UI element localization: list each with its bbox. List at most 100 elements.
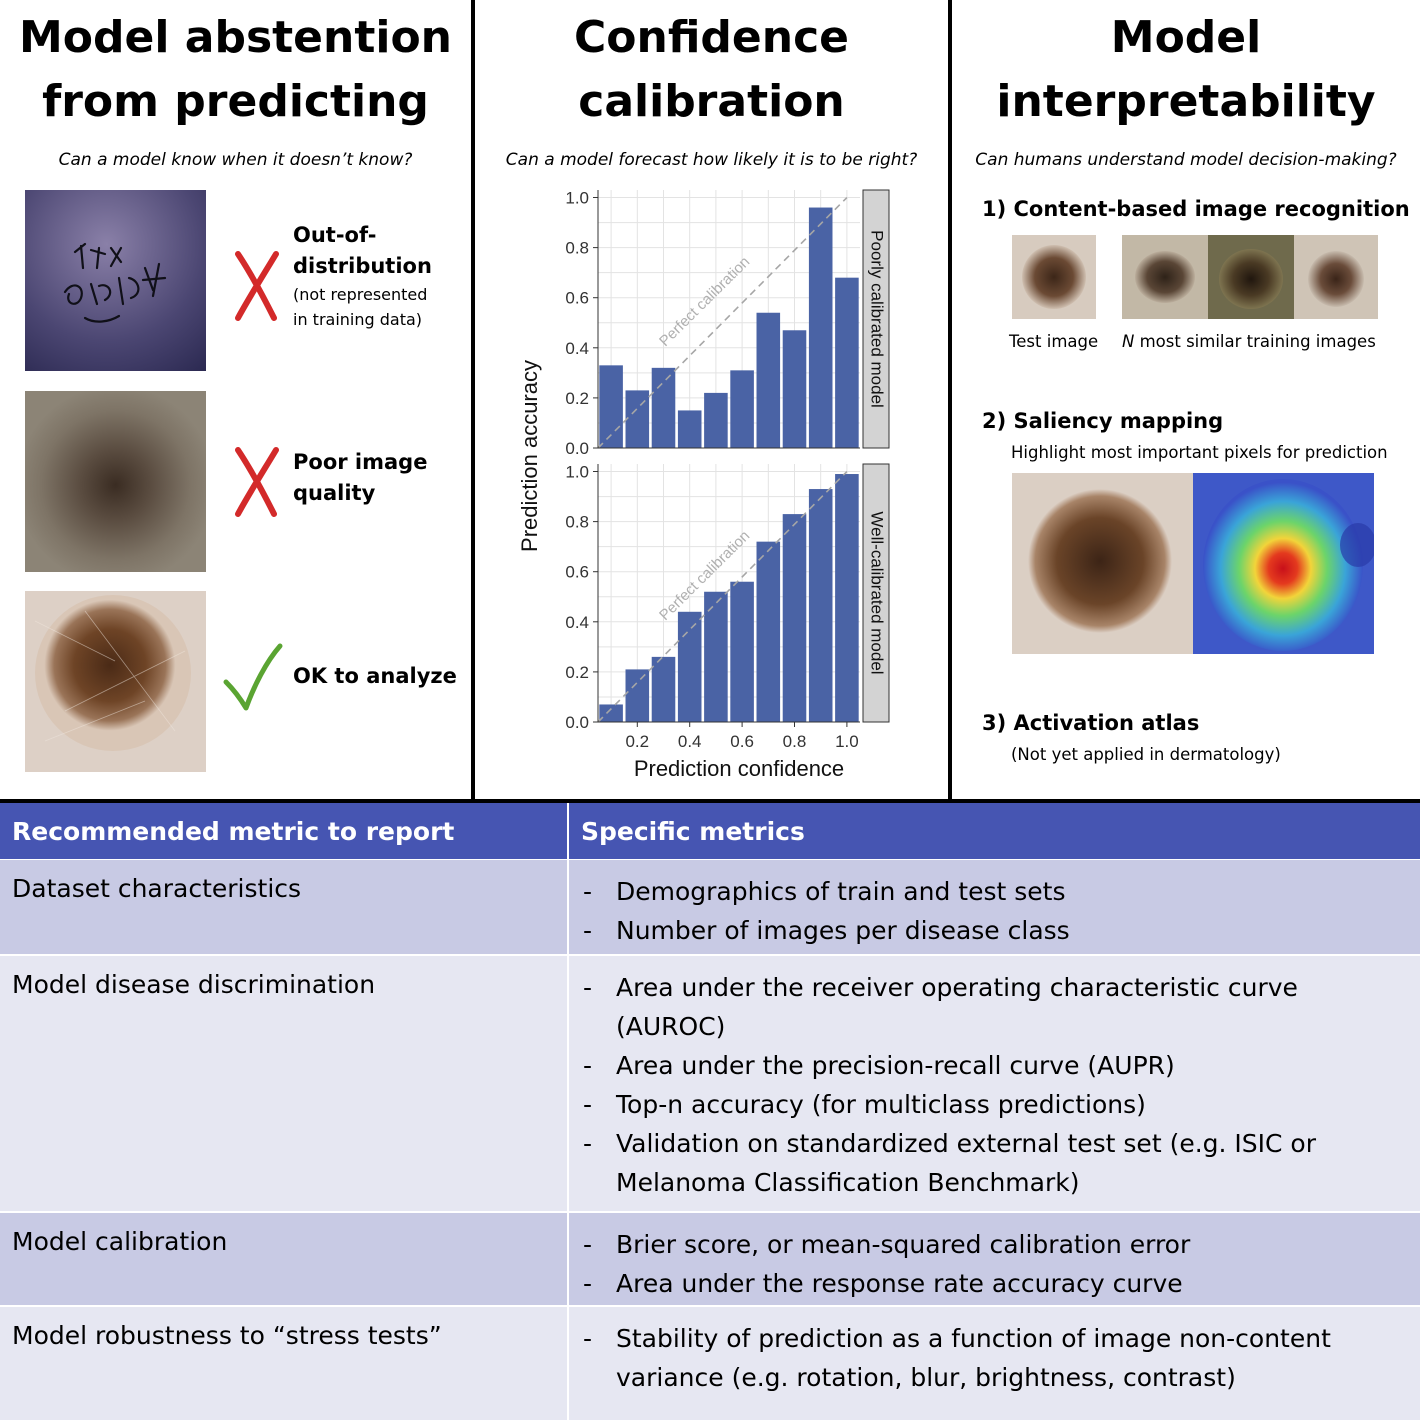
blurry-lesion-image — [25, 391, 206, 572]
x-tick-label: 0.2 — [625, 732, 649, 751]
detail-text: Area under the precision-recall curve (A… — [616, 1051, 1175, 1080]
detail-text: Brier score, or mean-squared calibration… — [616, 1230, 1191, 1259]
bar — [782, 514, 807, 722]
ood-label: Out-of- distribution (not represented in… — [293, 223, 432, 329]
detail-text: Area under the response rate accuracy cu… — [616, 1269, 1183, 1298]
bar — [835, 474, 859, 722]
metric-name: Model robustness to “stress tests” — [12, 1321, 442, 1350]
poor-quality-label: Poor image quality — [293, 450, 428, 505]
detail-text: Demographics of train and test sets — [616, 877, 1066, 906]
y-tick-label: 0.2 — [565, 389, 589, 408]
facet-label: Poorly calibrated model — [868, 230, 887, 408]
divider-1 — [471, 0, 475, 800]
table-row: Model robustness to “stress tests” - Stabi… — [0, 1307, 1420, 1420]
metric-name: Model calibration — [12, 1227, 228, 1256]
abstention-panel: Model abstention from predicting Can a m… — [0, 0, 471, 800]
clear-lesion-image — [25, 591, 206, 772]
cross-icon — [235, 447, 279, 517]
bullet-dash: - — [583, 1051, 593, 1080]
bar — [782, 330, 807, 448]
bar — [625, 669, 650, 722]
y-tick-label: 0.2 — [565, 663, 589, 682]
bar — [756, 541, 781, 722]
bar — [677, 611, 702, 722]
bullet-dash: - — [583, 1129, 593, 1158]
test-image — [1012, 235, 1096, 319]
bar — [651, 367, 676, 448]
detail-text: Top-n accuracy (for multiclass predictio… — [616, 1090, 1146, 1119]
facet-strip — [862, 189, 890, 449]
bar — [704, 392, 728, 448]
detail-text: Stability of prediction as a function of… — [616, 1324, 1331, 1392]
similar-image-2 — [1208, 235, 1294, 319]
similar-image-1 — [1122, 235, 1208, 319]
cross-icon — [235, 251, 279, 321]
calibration-chart: Perfect calibration0.00.20.40.60.81.0Poo… — [517, 189, 890, 781]
s3-description: (Not yet applied in dermatology) — [1011, 745, 1281, 764]
divider-horizontal — [0, 799, 1420, 803]
y-tick-label: 0.0 — [565, 713, 589, 732]
detail-text: Validation on standardized external test… — [616, 1129, 1316, 1197]
y-tick-label: 0.8 — [565, 513, 589, 532]
test-image-label: Test image — [1009, 332, 1099, 351]
perfect-calibration-line — [597, 196, 848, 449]
check-icon — [223, 643, 283, 711]
abstention-subtitle: Can a model know when it doesn’t know? — [58, 150, 413, 170]
bar — [651, 656, 676, 722]
table-header: Recommended metric to report Specific me… — [0, 803, 1420, 859]
metric-cell: Dataset characteristics — [0, 860, 567, 954]
bullet-dash: - — [583, 973, 593, 1002]
y-tick-label: 0.6 — [565, 289, 589, 308]
details-cell: - Stability of prediction as a function o… — [569, 1307, 1420, 1420]
interpretability-subtitle: Can humans understand model decision-mak… — [975, 150, 1397, 170]
x-axis-label: Prediction confidence — [634, 756, 844, 781]
bar — [625, 390, 650, 448]
details-cell: - Demographics of train and test sets - Num… — [569, 860, 1420, 954]
bullet-dash: - — [583, 916, 593, 945]
interpretability-panel: Model interpretability Can humans unders… — [952, 0, 1420, 800]
x-tick-label: 1.0 — [835, 732, 859, 751]
y-tick-label: 1.0 — [565, 463, 589, 482]
bar — [704, 591, 728, 722]
s3-heading: 3) Activation atlas — [982, 711, 1200, 735]
x-tick-label: 0.6 — [730, 732, 754, 751]
y-tick-label: 1.0 — [565, 189, 589, 208]
x-tick-label: 0.8 — [783, 732, 807, 751]
table-row: Dataset characteristics - Demographics of … — [0, 860, 1420, 954]
bar — [677, 410, 702, 448]
y-tick-label: 0.6 — [565, 563, 589, 582]
bullet-dash: - — [583, 1230, 593, 1259]
metric-cell: Model disease discrimination — [0, 956, 567, 1211]
y-tick-label: 0.0 — [565, 439, 589, 458]
abstention-title: Model abstention from predicting — [19, 12, 452, 127]
divider-2 — [948, 0, 952, 800]
similar-images-label: N most similar training images — [1122, 332, 1376, 351]
calibration-panel: Confidence calibration Can a model forec… — [475, 0, 948, 800]
s2-description: Highlight most important pixels for pred… — [1011, 443, 1388, 462]
interpretability-title: Model interpretability — [996, 12, 1376, 127]
x-tick-label: 0.4 — [678, 732, 702, 751]
detail-text: Number of images per disease class — [616, 916, 1070, 945]
s1-heading: 1) Content-based image recognition — [982, 197, 1410, 221]
metric-name: Dataset characteristics — [12, 874, 302, 903]
header-metric: Recommended metric to report — [12, 817, 455, 846]
tattoo-skin-image — [25, 190, 206, 371]
metric-cell: Model robustness to “stress tests” — [0, 1307, 567, 1420]
bullet-dash: - — [583, 1269, 593, 1298]
header-specific: Specific metrics — [581, 817, 805, 846]
saliency-heatmap — [1193, 473, 1374, 654]
similar-image-3 — [1294, 235, 1378, 319]
facet-strip — [862, 463, 890, 723]
bar — [599, 704, 623, 722]
y-axis-label: Prediction accuracy — [517, 360, 542, 552]
y-tick-label: 0.8 — [565, 239, 589, 258]
metric-name: Model disease discrimination — [12, 970, 376, 999]
bar — [808, 207, 833, 448]
bar — [756, 312, 781, 448]
bar — [808, 489, 833, 722]
calibration-subtitle: Can a model forecast how likely it is to… — [505, 150, 918, 170]
y-tick-label: 0.4 — [565, 613, 589, 632]
calibration-title: Confidence calibration — [573, 12, 850, 127]
saliency-source-image — [1012, 473, 1193, 654]
bar — [599, 365, 623, 448]
